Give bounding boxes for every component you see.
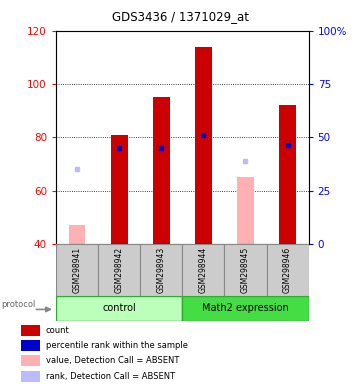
- Bar: [21, 356, 40, 366]
- Bar: [140, 244, 182, 296]
- Text: Math2 expression: Math2 expression: [202, 303, 289, 313]
- Text: percentile rank within the sample: percentile rank within the sample: [45, 341, 188, 350]
- Bar: [182, 244, 225, 296]
- Text: value, Detection Call = ABSENT: value, Detection Call = ABSENT: [45, 356, 179, 366]
- Text: GSM298946: GSM298946: [283, 247, 292, 293]
- Text: GSM298942: GSM298942: [115, 247, 123, 293]
- Bar: [237, 177, 254, 244]
- Text: GSM298944: GSM298944: [199, 247, 208, 293]
- Bar: [182, 296, 309, 321]
- Text: GSM298945: GSM298945: [241, 247, 250, 293]
- Bar: [266, 244, 309, 296]
- Bar: [69, 225, 86, 244]
- Bar: [279, 105, 296, 244]
- Bar: [21, 340, 40, 351]
- Bar: [56, 296, 182, 321]
- Text: protocol: protocol: [1, 300, 35, 309]
- Bar: [195, 47, 212, 244]
- Bar: [225, 244, 266, 296]
- Text: control: control: [102, 303, 136, 313]
- Bar: [21, 325, 40, 336]
- Text: GSM298943: GSM298943: [157, 247, 166, 293]
- Bar: [111, 135, 127, 244]
- Text: count: count: [45, 326, 69, 335]
- Bar: [56, 244, 98, 296]
- Text: GSM298941: GSM298941: [73, 247, 82, 293]
- Text: rank, Detection Call = ABSENT: rank, Detection Call = ABSENT: [45, 372, 175, 381]
- Bar: [98, 244, 140, 296]
- Text: GDS3436 / 1371029_at: GDS3436 / 1371029_at: [112, 10, 249, 23]
- Bar: [21, 371, 40, 382]
- Bar: [153, 97, 170, 244]
